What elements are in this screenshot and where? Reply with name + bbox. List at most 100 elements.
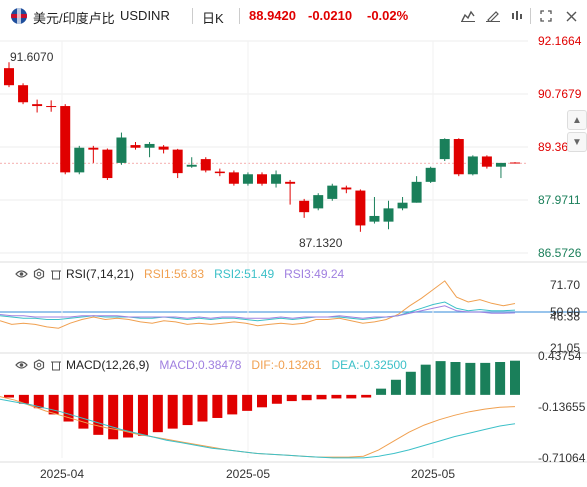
x-tick-label: 2025-04 — [40, 467, 84, 481]
macd-histogram-bar — [257, 394, 267, 408]
candle-body — [158, 146, 169, 150]
settings-icon[interactable] — [32, 359, 45, 372]
macd-histogram-bar — [361, 394, 372, 398]
macd-histogram-bar — [450, 362, 461, 395]
macd-histogram-bar — [197, 394, 208, 422]
rsi-series — [0, 280, 516, 329]
macd-histogram-bar — [123, 394, 134, 438]
macd-histogram-bar — [78, 394, 89, 429]
candle-body — [4, 68, 14, 86]
settings-icon[interactable] — [32, 268, 45, 281]
macd-histogram-bar — [390, 379, 401, 395]
eye-icon[interactable] — [15, 268, 28, 281]
delete-icon[interactable] — [49, 359, 62, 372]
macd-series — [0, 360, 520, 459]
header-divider — [530, 8, 531, 24]
dif-value: DIF:-0.13261 — [251, 358, 322, 372]
macd-legend: MACD(12,26,9) MACD:0.38478 DIF:-0.13261 … — [15, 358, 407, 372]
rsi-legend: RSI(7,14,21) RSI1:56.83 RSI2:51.49 RSI3:… — [15, 267, 344, 281]
chart-header: 美元/印度卢比 USDINR 日K 88.9420 -0.0210 -0.02% — [0, 0, 587, 32]
grid-lines — [0, 40, 587, 463]
macd-title: MACD(12,26,9) — [66, 358, 150, 372]
macd-histogram-bar — [93, 394, 104, 435]
fullscreen-icon[interactable] — [536, 6, 556, 26]
candle-body — [495, 162, 506, 167]
macd-histogram-bar — [495, 362, 506, 395]
candle-body — [214, 171, 225, 174]
rsi-title: RSI(7,14,21) — [66, 267, 135, 281]
macd-histogram-bar — [108, 394, 119, 440]
macd-histogram-bar — [182, 394, 193, 426]
candle-body — [116, 137, 127, 163]
candle-body — [102, 149, 113, 179]
candle-body — [144, 143, 155, 148]
usd-inr-flag-icon — [11, 8, 27, 24]
macd-histogram-bar — [465, 362, 476, 395]
candle-body — [425, 167, 436, 182]
candle-body — [355, 190, 366, 226]
macd-histogram-bar — [405, 371, 416, 395]
macd-histogram-bar — [316, 394, 327, 400]
price-change-pct: -0.02% — [367, 8, 409, 23]
candle-body — [60, 106, 71, 173]
macd-histogram-bar — [137, 394, 148, 436]
draw-icon[interactable] — [483, 6, 503, 26]
macd-histogram-bar — [331, 394, 342, 399]
candle-body — [130, 145, 141, 148]
symbol-label[interactable]: USDINR — [120, 8, 170, 23]
candle-body — [74, 147, 85, 173]
candle-body — [285, 181, 296, 184]
macd-y-tick-label: -0.13655 — [538, 400, 586, 414]
rsi1-value: RSI1:56.83 — [144, 267, 205, 281]
pair-name: 美元/印度卢比 — [33, 11, 115, 26]
candle-body — [242, 174, 253, 184]
macd-histogram-bar — [152, 394, 163, 433]
macd-histogram-bar — [242, 394, 253, 411]
main-y-tick-label: 87.9711 — [538, 193, 581, 207]
candle-body — [397, 202, 408, 209]
rsi-y-tick-label: 71.70 — [550, 278, 580, 292]
interval-selector[interactable]: 日K — [202, 11, 224, 26]
x-tick-label: 2025-05 — [411, 467, 455, 481]
chart-type-icon[interactable] — [458, 6, 478, 26]
macd-histogram-bar — [212, 394, 223, 418]
candle-body — [313, 195, 324, 209]
candle-body — [32, 104, 43, 107]
main-y-tick-label: 90.7679 — [538, 87, 582, 101]
macd-histogram-bar — [227, 394, 238, 415]
low-marker-label: 87.1320 — [299, 236, 343, 250]
rsi2-value: RSI2:51.49 — [214, 267, 275, 281]
candle-body — [299, 200, 310, 213]
rsi-y-tick-label: 21.05 — [550, 341, 580, 355]
candle-body — [383, 208, 394, 222]
main-y-tick-label: 92.1664 — [538, 34, 582, 48]
close-icon[interactable] — [561, 6, 581, 26]
scroll-down-icon[interactable]: ▼ — [567, 132, 587, 152]
scroll-up-icon[interactable]: ▲ — [567, 110, 587, 130]
candle-body — [411, 181, 422, 203]
candle-body — [257, 174, 267, 184]
rsi-line-rsi1 — [0, 280, 516, 329]
rsi-y-tick-label: 46.38 — [550, 309, 580, 323]
macd-histogram-bar — [63, 394, 74, 422]
macd-y-tick-label: -0.71064 — [538, 451, 586, 465]
last-price: 88.9420 — [249, 8, 296, 23]
rsi3-value: RSI3:49.24 — [284, 267, 345, 281]
macd-value: MACD:0.38478 — [159, 358, 242, 372]
candle-body — [46, 106, 57, 108]
candle-body — [172, 149, 183, 174]
dea-value: DEA:-0.32500 — [331, 358, 407, 372]
indicator-icon[interactable] — [507, 6, 527, 26]
macd-histogram-bar — [271, 394, 282, 404]
macd-histogram-bar — [4, 394, 14, 398]
rsi-line-rsi3 — [0, 305, 516, 319]
eye-icon[interactable] — [15, 359, 28, 372]
candle-body — [481, 156, 492, 167]
delete-icon[interactable] — [49, 268, 62, 281]
macd-histogram-bar — [286, 394, 297, 402]
candle-body — [327, 185, 338, 199]
macd-histogram-bar — [167, 394, 178, 429]
rsi-y-tick-label: 50.00 — [550, 305, 580, 319]
macd-histogram-bar — [48, 394, 59, 415]
